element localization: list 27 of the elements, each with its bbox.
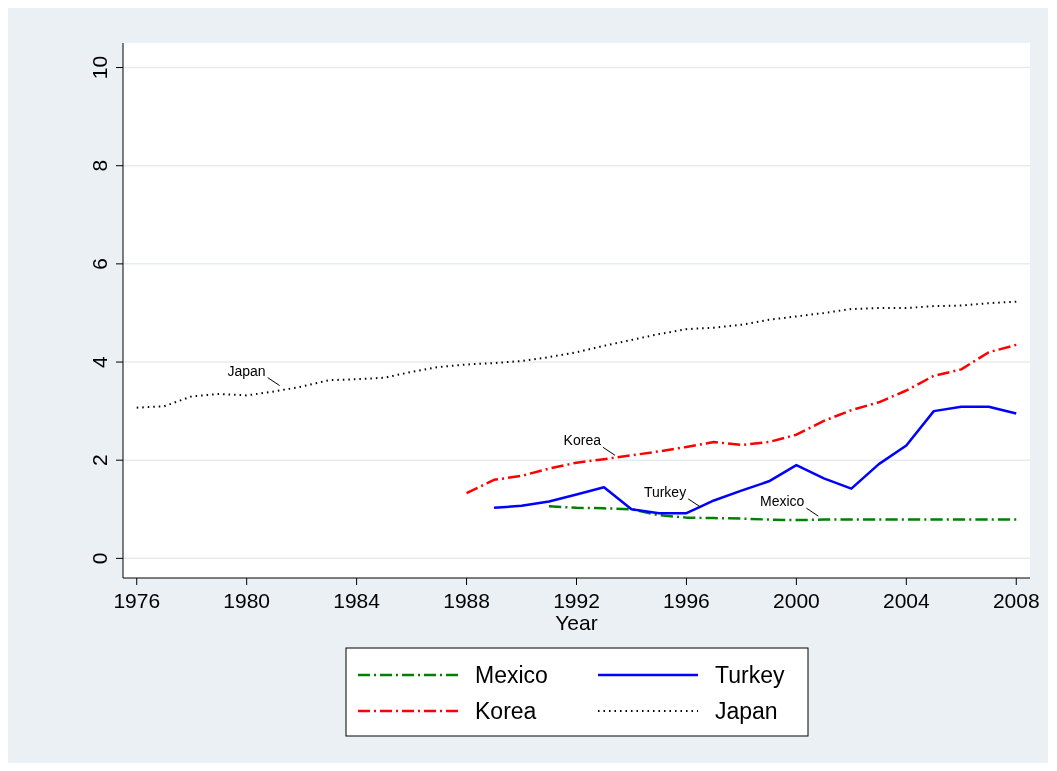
legend-label: Japan [715, 698, 778, 724]
y-tick-label: 10 [88, 55, 111, 80]
annotation: Mexico [760, 493, 805, 510]
x-tick-label: 1980 [223, 589, 271, 612]
x-tick-label: 2000 [773, 589, 820, 612]
legend-label: Turkey [715, 662, 785, 688]
x-tick-label: 2008 [992, 589, 1040, 612]
line-series [135, 300, 1018, 409]
line-series [492, 405, 1018, 515]
y-tick-label: 8 [88, 159, 111, 172]
legend-label: Korea [475, 698, 537, 724]
legend-label: Mexico [475, 662, 548, 688]
x-tick-label: 2004 [882, 589, 930, 612]
x-axis-title: Year [555, 611, 598, 634]
x-tick-label: 1996 [663, 589, 710, 612]
y-tick-label: 0 [88, 552, 111, 565]
y-tick-label: 2 [88, 454, 111, 467]
annotation: Japan [227, 362, 266, 379]
x-tick-label: 1988 [443, 589, 490, 612]
annotation: Korea [563, 432, 602, 449]
x-tick-label: 1992 [553, 589, 600, 612]
y-tick-label: 6 [88, 258, 111, 270]
x-tick-label: 1976 [113, 589, 161, 612]
line-series [547, 505, 1018, 522]
y-tick-label: 4 [88, 355, 111, 368]
x-tick-label: 1984 [333, 589, 381, 612]
annotation: Turkey [643, 483, 687, 500]
